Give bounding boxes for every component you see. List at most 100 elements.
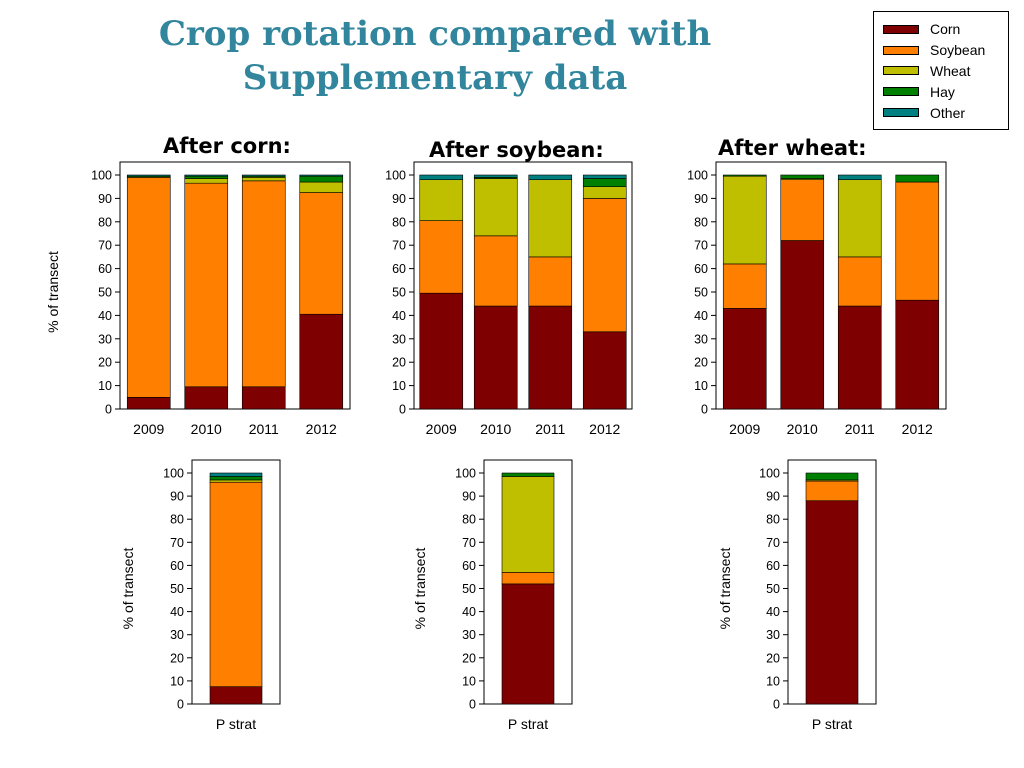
y-tick-label: 90 bbox=[766, 490, 780, 504]
bar-segment-other-p-strat bbox=[209, 472, 263, 477]
panel-title-after-wheat: After wheat: bbox=[718, 136, 867, 160]
y-tick-label: 10 bbox=[766, 674, 780, 688]
bar-segment-wheat-p-strat bbox=[209, 479, 263, 483]
bar-segment-corn-2012 bbox=[582, 331, 627, 410]
x-tick-label: 2009 bbox=[133, 421, 164, 437]
bar-segment-corn-p-strat bbox=[501, 583, 555, 705]
bar-segment-other-2010 bbox=[184, 174, 229, 177]
bar-segment-soybean-2011 bbox=[241, 180, 286, 388]
slide-title-line-2: Supplementary data bbox=[242, 58, 628, 98]
plot-frame bbox=[119, 161, 351, 410]
bar-segment-corn-2009 bbox=[126, 396, 171, 410]
y-tick-label: 30 bbox=[98, 332, 112, 346]
y-tick-label: 10 bbox=[462, 674, 476, 688]
bar-segment-wheat-2009 bbox=[419, 179, 464, 221]
bar-segment-wheat-2011 bbox=[241, 177, 286, 182]
y-tick-label: 100 bbox=[91, 169, 112, 183]
bar-segment-corn-2012 bbox=[299, 313, 344, 410]
bar-segment-hay-p-strat bbox=[805, 472, 859, 481]
legend-label-wheat: Wheat bbox=[930, 62, 971, 79]
bar-segment-other-2009 bbox=[419, 174, 464, 180]
bar-segment-soybean-2012 bbox=[299, 192, 344, 315]
bar-segment-wheat-2009 bbox=[722, 175, 767, 265]
bar-segment-wheat-2011 bbox=[837, 179, 882, 258]
bar-segment-soybean-2011 bbox=[528, 256, 573, 307]
y-tick-label: 0 bbox=[773, 698, 780, 712]
y-tick-label: 60 bbox=[766, 559, 780, 573]
y-tick-label: 40 bbox=[462, 605, 476, 619]
bar-segment-hay-2012 bbox=[299, 175, 344, 183]
bar-segment-hay-p-strat bbox=[209, 476, 263, 481]
y-tick-label: 50 bbox=[766, 582, 780, 596]
y-tick-label: 70 bbox=[170, 536, 184, 550]
bar-segment-soybean-2010 bbox=[780, 179, 825, 241]
y-tick-label: 20 bbox=[462, 651, 476, 665]
bar-segment-other-2010 bbox=[473, 174, 518, 178]
y-tick-label: 40 bbox=[766, 605, 780, 619]
legend-item-wheat: Wheat bbox=[883, 61, 1008, 82]
y-tick-label: 70 bbox=[694, 239, 708, 253]
bar-segment-soybean-2011 bbox=[837, 256, 882, 307]
y-tick-label: 60 bbox=[694, 262, 708, 276]
y-tick-label: 20 bbox=[766, 651, 780, 665]
y-tick-label: 60 bbox=[170, 559, 184, 573]
bar-segment-hay-2012 bbox=[895, 174, 940, 183]
bar-segment-wheat-2010 bbox=[184, 178, 229, 184]
y-tick-label: 30 bbox=[392, 332, 406, 346]
y-tick-label: 100 bbox=[759, 467, 780, 481]
chart-1: 0 10 20 30 40 50 60 70 80 90 100 2009 2010 2011 2012 % … bbox=[45, 161, 351, 437]
x-tick-label: 2010 bbox=[787, 421, 818, 437]
legend-label-hay: Hay bbox=[930, 83, 955, 100]
legend-item-soybean: Soybean bbox=[883, 40, 1008, 61]
x-tick-label: 2011 bbox=[535, 421, 565, 437]
bar-segment-corn-2011 bbox=[528, 305, 573, 410]
y-tick-label: 80 bbox=[766, 513, 780, 527]
x-tick-label: P strat bbox=[812, 716, 852, 732]
y-tick-label: 90 bbox=[392, 192, 406, 206]
plot-frame bbox=[413, 161, 633, 410]
bar-segment-other-2012 bbox=[582, 174, 627, 179]
y-tick-label: 80 bbox=[170, 513, 184, 527]
x-tick-label: 2009 bbox=[729, 421, 760, 437]
y-tick-label: 90 bbox=[98, 192, 112, 206]
y-tick-label: 100 bbox=[163, 467, 184, 481]
bar-segment-soybean-2009 bbox=[419, 220, 464, 294]
y-tick-label: 100 bbox=[385, 169, 406, 183]
bar-segment-corn-2011 bbox=[837, 305, 882, 410]
bar-segment-soybean-p-strat bbox=[501, 572, 555, 585]
y-tick-label: 20 bbox=[694, 356, 708, 370]
y-tick-label: 40 bbox=[392, 309, 406, 323]
y-tick-label: 10 bbox=[98, 379, 112, 393]
y-tick-label: 0 bbox=[177, 698, 184, 712]
chart-6: 0 10 20 30 40 50 60 70 80 90 100 P strat % of transe… bbox=[717, 459, 877, 732]
x-tick-label: 2012 bbox=[902, 421, 933, 437]
bar-segment-other-2012 bbox=[299, 174, 344, 177]
y-tick-label: 50 bbox=[170, 582, 184, 596]
y-axis-label: % of transect bbox=[120, 548, 136, 630]
legend-label-soybean: Soybean bbox=[930, 42, 986, 59]
bar-segment-corn-2010 bbox=[473, 305, 518, 410]
y-tick-label: 80 bbox=[98, 215, 112, 229]
y-tick-label: 80 bbox=[462, 513, 476, 527]
y-tick-label: 20 bbox=[392, 356, 406, 370]
x-tick-label: 2010 bbox=[480, 421, 511, 437]
plot-frame bbox=[715, 161, 947, 410]
bar-segment-soybean-2009 bbox=[126, 177, 171, 398]
y-tick-label: 0 bbox=[399, 403, 406, 417]
y-tick-label: 90 bbox=[170, 490, 184, 504]
y-tick-label: 30 bbox=[170, 628, 184, 642]
y-tick-label: 0 bbox=[701, 403, 708, 417]
bar-segment-soybean-p-strat bbox=[805, 480, 859, 502]
bar-segment-corn-p-strat bbox=[805, 500, 859, 705]
y-tick-label: 40 bbox=[170, 605, 184, 619]
legend-item-hay: Hay bbox=[883, 81, 1008, 102]
y-tick-label: 50 bbox=[98, 286, 112, 300]
y-tick-label: 80 bbox=[392, 215, 406, 229]
bar-segment-soybean-2012 bbox=[582, 198, 627, 333]
bar-segment-wheat-2010 bbox=[473, 178, 518, 237]
chart-4: 0 10 20 30 40 50 60 70 80 90 100 P strat % of transe… bbox=[120, 459, 281, 732]
y-tick-label: 70 bbox=[462, 536, 476, 550]
bar-segment-hay-2010 bbox=[184, 175, 229, 179]
y-tick-label: 100 bbox=[687, 169, 708, 183]
